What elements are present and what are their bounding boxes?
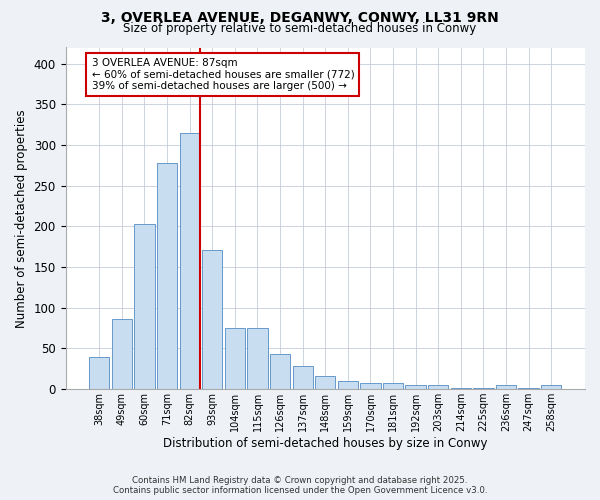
Bar — [406, 385, 426, 389]
Bar — [473, 388, 494, 389]
Text: 3 OVERLEA AVENUE: 87sqm
← 60% of semi-detached houses are smaller (772)
39% of s: 3 OVERLEA AVENUE: 87sqm ← 60% of semi-de… — [92, 58, 354, 91]
Bar — [360, 384, 380, 389]
Text: 3, OVERLEA AVENUE, DEGANWY, CONWY, LL31 9RN: 3, OVERLEA AVENUE, DEGANWY, CONWY, LL31 … — [101, 11, 499, 25]
Bar — [225, 328, 245, 389]
Bar — [496, 385, 516, 389]
Bar — [112, 319, 132, 389]
Bar — [293, 366, 313, 389]
Bar — [202, 250, 223, 389]
Bar — [518, 388, 539, 389]
X-axis label: Distribution of semi-detached houses by size in Conwy: Distribution of semi-detached houses by … — [163, 437, 488, 450]
Bar — [179, 133, 200, 389]
Bar — [541, 385, 562, 389]
Bar — [338, 381, 358, 389]
Bar — [270, 354, 290, 389]
Text: Size of property relative to semi-detached houses in Conwy: Size of property relative to semi-detach… — [124, 22, 476, 35]
Bar — [451, 388, 471, 389]
Text: Contains HM Land Registry data © Crown copyright and database right 2025.
Contai: Contains HM Land Registry data © Crown c… — [113, 476, 487, 495]
Bar — [383, 384, 403, 389]
Bar — [157, 163, 177, 389]
Bar — [247, 328, 268, 389]
Y-axis label: Number of semi-detached properties: Number of semi-detached properties — [15, 109, 28, 328]
Bar — [89, 356, 109, 389]
Bar — [134, 224, 155, 389]
Bar — [428, 385, 448, 389]
Bar — [315, 376, 335, 389]
